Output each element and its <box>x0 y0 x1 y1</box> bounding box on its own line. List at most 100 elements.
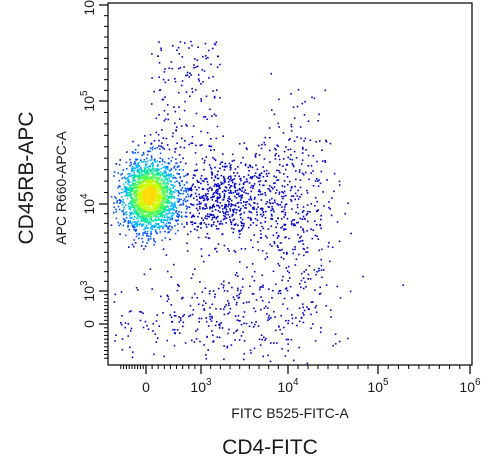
data-point <box>140 172 143 174</box>
data-point <box>137 166 139 168</box>
data-point <box>160 49 162 52</box>
data-point <box>174 110 177 113</box>
data-point <box>232 211 235 213</box>
data-point <box>299 179 302 181</box>
data-point <box>162 192 164 195</box>
data-point <box>318 293 321 295</box>
data-point <box>140 223 143 226</box>
data-point <box>262 184 264 187</box>
data-point <box>217 184 219 187</box>
data-point <box>163 186 165 188</box>
data-point <box>223 206 226 208</box>
data-point <box>161 160 164 162</box>
data-point <box>230 177 232 179</box>
data-point <box>223 345 225 347</box>
data-point <box>151 159 153 161</box>
data-point <box>176 172 179 175</box>
data-point <box>133 186 136 189</box>
data-point <box>236 295 238 297</box>
data-point <box>164 96 166 98</box>
data-point <box>149 237 152 240</box>
data-point <box>207 237 210 239</box>
data-point <box>142 204 145 207</box>
data-point <box>195 195 198 198</box>
data-point <box>164 237 167 239</box>
data-point <box>159 184 162 187</box>
data-point <box>175 126 178 128</box>
data-point <box>294 224 296 227</box>
data-point <box>169 187 172 190</box>
data-point <box>205 57 207 60</box>
data-point <box>254 156 257 158</box>
data-point <box>195 112 198 115</box>
data-point <box>143 177 146 180</box>
data-point <box>299 169 301 171</box>
data-point <box>330 214 333 217</box>
data-point <box>217 170 219 173</box>
data-point <box>141 204 144 206</box>
data-point <box>261 215 264 218</box>
data-point <box>186 206 189 208</box>
data-point <box>189 230 192 233</box>
data-point <box>319 182 322 185</box>
data-point <box>146 214 148 216</box>
data-point <box>312 323 314 325</box>
data-point <box>279 171 281 174</box>
data-point <box>138 187 141 190</box>
data-point <box>303 231 305 233</box>
data-point <box>261 274 263 277</box>
data-point <box>334 333 337 335</box>
data-point <box>134 195 137 198</box>
data-point <box>186 199 189 202</box>
data-point <box>159 208 161 211</box>
data-point <box>281 185 284 187</box>
data-point <box>213 158 216 160</box>
data-point <box>279 289 282 292</box>
data-point <box>166 217 169 219</box>
data-point <box>130 203 132 205</box>
data-point <box>148 221 150 223</box>
data-point <box>140 188 143 191</box>
data-point <box>293 140 296 142</box>
data-point <box>240 248 243 250</box>
data-point <box>128 228 131 231</box>
data-point <box>145 218 147 220</box>
data-point <box>132 351 134 353</box>
data-point <box>263 141 265 144</box>
data-point <box>236 329 239 331</box>
data-point <box>130 184 132 187</box>
data-point <box>215 114 217 117</box>
data-point <box>169 212 171 215</box>
data-point <box>182 321 185 324</box>
data-point <box>158 114 160 116</box>
data-point <box>235 223 237 225</box>
data-point <box>207 192 209 195</box>
data-point <box>151 162 154 165</box>
data-point <box>149 178 152 180</box>
data-point <box>243 222 245 225</box>
data-point <box>164 187 167 189</box>
data-point <box>198 201 201 203</box>
data-point <box>216 198 219 200</box>
data-point <box>214 176 217 179</box>
data-point <box>207 198 210 200</box>
data-point <box>237 224 239 227</box>
data-point <box>252 326 255 328</box>
data-point <box>307 278 309 280</box>
data-point <box>140 218 143 220</box>
data-point <box>212 334 214 337</box>
data-point <box>154 176 157 179</box>
data-point <box>265 252 268 255</box>
data-point <box>326 179 328 181</box>
data-point <box>283 158 285 160</box>
data-point <box>255 164 257 167</box>
data-point <box>177 223 179 225</box>
data-point <box>144 141 146 144</box>
data-point <box>255 321 257 323</box>
data-point <box>129 188 131 191</box>
data-point <box>171 208 174 211</box>
data-point <box>243 176 245 178</box>
data-point <box>133 195 136 197</box>
data-point <box>245 322 248 325</box>
y-axis: 0103104105101 <box>79 0 108 359</box>
